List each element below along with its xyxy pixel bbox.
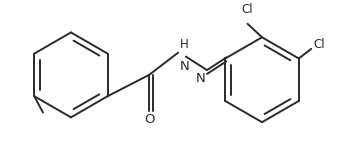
Text: Cl: Cl [313, 39, 325, 51]
Text: N: N [180, 60, 190, 73]
Text: Cl: Cl [242, 3, 253, 16]
Text: N: N [195, 72, 205, 85]
Text: H: H [180, 38, 189, 51]
Text: O: O [144, 113, 154, 127]
